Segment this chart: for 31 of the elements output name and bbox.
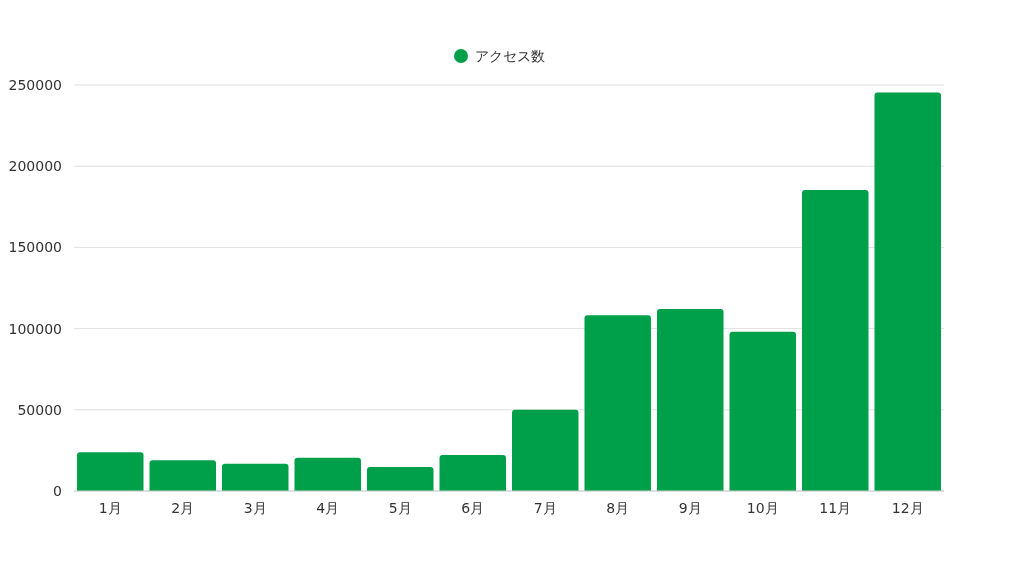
y-tick-label: 250000 — [8, 77, 62, 93]
x-tick-label: 5月 — [388, 500, 412, 516]
bar — [222, 463, 289, 491]
y-tick-label: 200000 — [8, 158, 62, 175]
y-tick-label: 150000 — [8, 239, 62, 256]
bar — [874, 92, 941, 491]
x-tick-label: 12月 — [891, 500, 924, 516]
bar — [512, 409, 579, 491]
bar — [657, 308, 724, 491]
bar — [802, 190, 869, 491]
y-tick-label: 50000 — [17, 401, 62, 418]
x-tick-label: 1月 — [98, 500, 122, 516]
y-tick-label: 100000 — [8, 320, 62, 337]
x-tick-label: 3月 — [243, 500, 267, 516]
x-tick-label: 6月 — [461, 500, 485, 516]
x-tick-label: 11月 — [819, 500, 852, 516]
bar — [149, 460, 216, 491]
x-tick-label: 7月 — [533, 500, 557, 516]
x-tick-label: 8月 — [606, 500, 630, 516]
x-tick-label: 9月 — [678, 500, 702, 516]
x-tick-label: 2月 — [171, 500, 195, 516]
bar — [294, 457, 361, 491]
bar — [77, 452, 144, 491]
bar — [729, 331, 796, 491]
x-tick-label: 4月 — [316, 500, 340, 516]
bar — [439, 454, 506, 491]
bar — [584, 315, 651, 491]
bar — [367, 466, 434, 491]
x-tick-label: 10月 — [746, 500, 779, 516]
y-tick-label: 0 — [53, 483, 62, 499]
legend-label: アクセス数 — [475, 48, 545, 64]
